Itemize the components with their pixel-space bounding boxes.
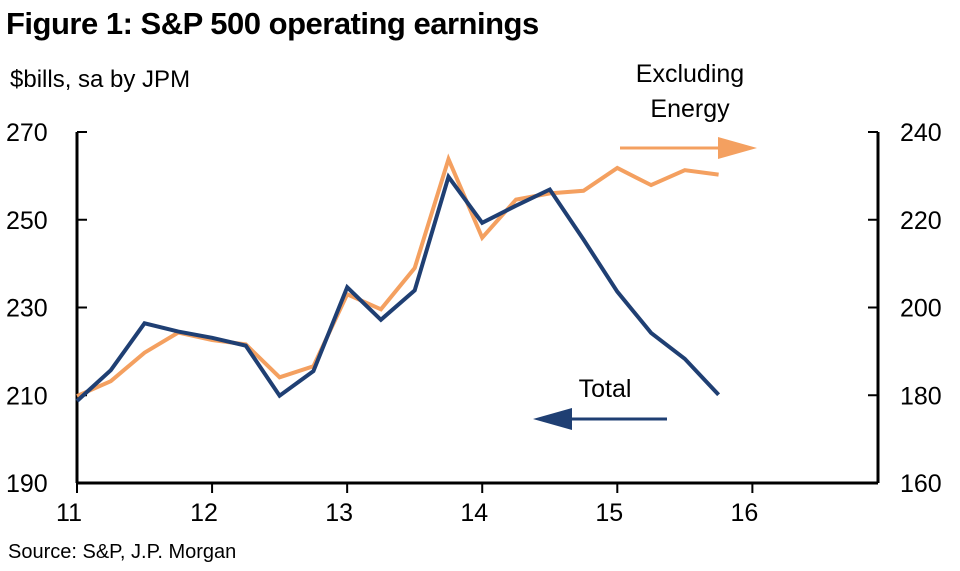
series-line-excluding-energy xyxy=(76,153,719,398)
y-right-tick-label: 180 xyxy=(900,382,942,410)
units-label: $bills, sa by JPM xyxy=(10,66,191,93)
y-right-tick-label: 200 xyxy=(900,295,942,323)
y-left-tick-label: 230 xyxy=(6,295,48,323)
annotation-total-label: Total xyxy=(579,375,632,403)
y-left-tick-label: 210 xyxy=(6,382,48,410)
series-line-total xyxy=(75,172,721,403)
x-tick-label: 12 xyxy=(190,499,218,527)
x-tick-label: 14 xyxy=(460,499,488,527)
series-excluding-energy xyxy=(76,153,719,398)
annotation-excl-energy-label-line1: Excluding xyxy=(636,60,744,88)
y-left-tick-label: 270 xyxy=(6,119,48,147)
y-right-tick-label: 220 xyxy=(900,207,942,235)
x-tick-label: 15 xyxy=(595,499,623,527)
series-total xyxy=(75,172,721,403)
y-right-tick-label: 240 xyxy=(900,119,942,147)
series-layer xyxy=(75,153,721,403)
x-tick-label: 11 xyxy=(56,499,82,527)
y-left-tick-label: 190 xyxy=(6,470,48,498)
annotation-excl-energy-arrowhead xyxy=(718,137,757,159)
annotation-total-arrowhead xyxy=(533,408,572,430)
y-left-tick-label: 250 xyxy=(6,207,48,235)
annotation-excl-energy-label-line2: Energy xyxy=(650,95,730,123)
chart-title: Figure 1: S&P 500 operating earnings xyxy=(6,6,539,41)
axes: 270 250 230 210 190 240 220 200 180 160 11 12 13 14 15… xyxy=(6,119,942,527)
x-tick-label: 16 xyxy=(730,499,758,527)
y-right-tick-label: 160 xyxy=(900,470,942,498)
annotations: Total Excluding Energy xyxy=(533,60,757,430)
source-note: Source: S&P, J.P. Morgan xyxy=(8,541,237,563)
x-tick-label: 13 xyxy=(325,499,353,527)
